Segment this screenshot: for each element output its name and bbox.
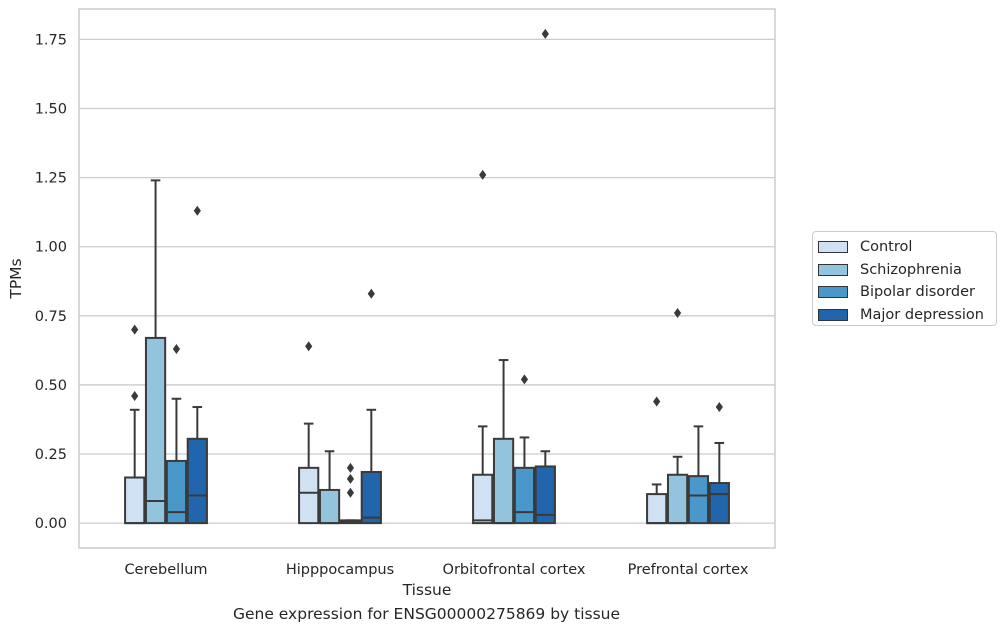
y-tick-label: 1.50: [35, 102, 67, 118]
outlier-point: [131, 390, 139, 401]
box: [687, 475, 710, 525]
legend-label: Control: [860, 239, 913, 256]
outlier-point: [305, 341, 313, 352]
y-tick-label: 1.75: [35, 32, 67, 48]
legend-label: Major depression: [860, 306, 984, 323]
legend: Control Schizophrenia Bipolar disorder Majo…: [812, 231, 997, 326]
legend-item: Major depression: [818, 304, 996, 327]
outlier-point: [131, 324, 139, 335]
y-tick-label: 0.00: [35, 516, 67, 532]
legend-label: Bipolar disorder: [860, 284, 975, 301]
y-tick-label: 0.25: [35, 447, 67, 463]
box: [165, 459, 188, 525]
legend-swatch: [818, 308, 848, 321]
box: [124, 476, 146, 525]
x-tick-label: Hipppocampus: [286, 562, 394, 578]
y-axis-label: TPMs: [7, 258, 25, 299]
legend-swatch: [818, 286, 848, 299]
x-tick-label: Prefrontal cortex: [628, 562, 749, 578]
box: [666, 473, 689, 525]
legend-label: Schizophrenia: [860, 261, 962, 278]
legend-item: Control: [818, 236, 996, 259]
outlier-point: [715, 402, 723, 413]
legend-item: Bipolar disorder: [818, 281, 996, 304]
box: [646, 493, 668, 525]
x-axis-label: Tissue: [402, 581, 452, 599]
box: [513, 466, 536, 525]
outlier-point: [346, 462, 355, 473]
outlier-point: [673, 308, 682, 319]
outlier-point: [653, 396, 661, 407]
y-tick-label: 1.00: [35, 240, 67, 256]
legend-swatch: [818, 263, 848, 276]
outlier-point: [172, 343, 181, 354]
box: [144, 336, 167, 525]
outlier-point: [541, 28, 549, 39]
box: [534, 465, 556, 525]
outlier-point: [193, 205, 201, 216]
y-tick-label: 0.50: [35, 378, 67, 394]
y-tick-label: 1.25: [35, 171, 67, 187]
x-tick-label: Cerebellum: [124, 562, 207, 578]
outlier-point: [479, 169, 487, 180]
box: [298, 466, 320, 525]
outlier-point: [346, 473, 355, 484]
legend-swatch: [818, 241, 848, 254]
x-tick-label: Orbitofrontal cortex: [443, 562, 586, 578]
outlier-point: [367, 288, 375, 299]
box: [318, 488, 341, 525]
box: [472, 473, 494, 525]
box: [708, 482, 730, 525]
box: [186, 437, 208, 525]
plot-frame: [78, 8, 776, 549]
box: [492, 437, 515, 525]
outlier-point: [520, 374, 529, 385]
box: [360, 470, 382, 525]
chart-caption: Gene expression for ENSG00000275869 by t…: [232, 605, 621, 623]
outlier-point: [346, 487, 355, 498]
y-tick-label: 0.75: [35, 309, 67, 325]
legend-item: Schizophrenia: [818, 259, 996, 282]
